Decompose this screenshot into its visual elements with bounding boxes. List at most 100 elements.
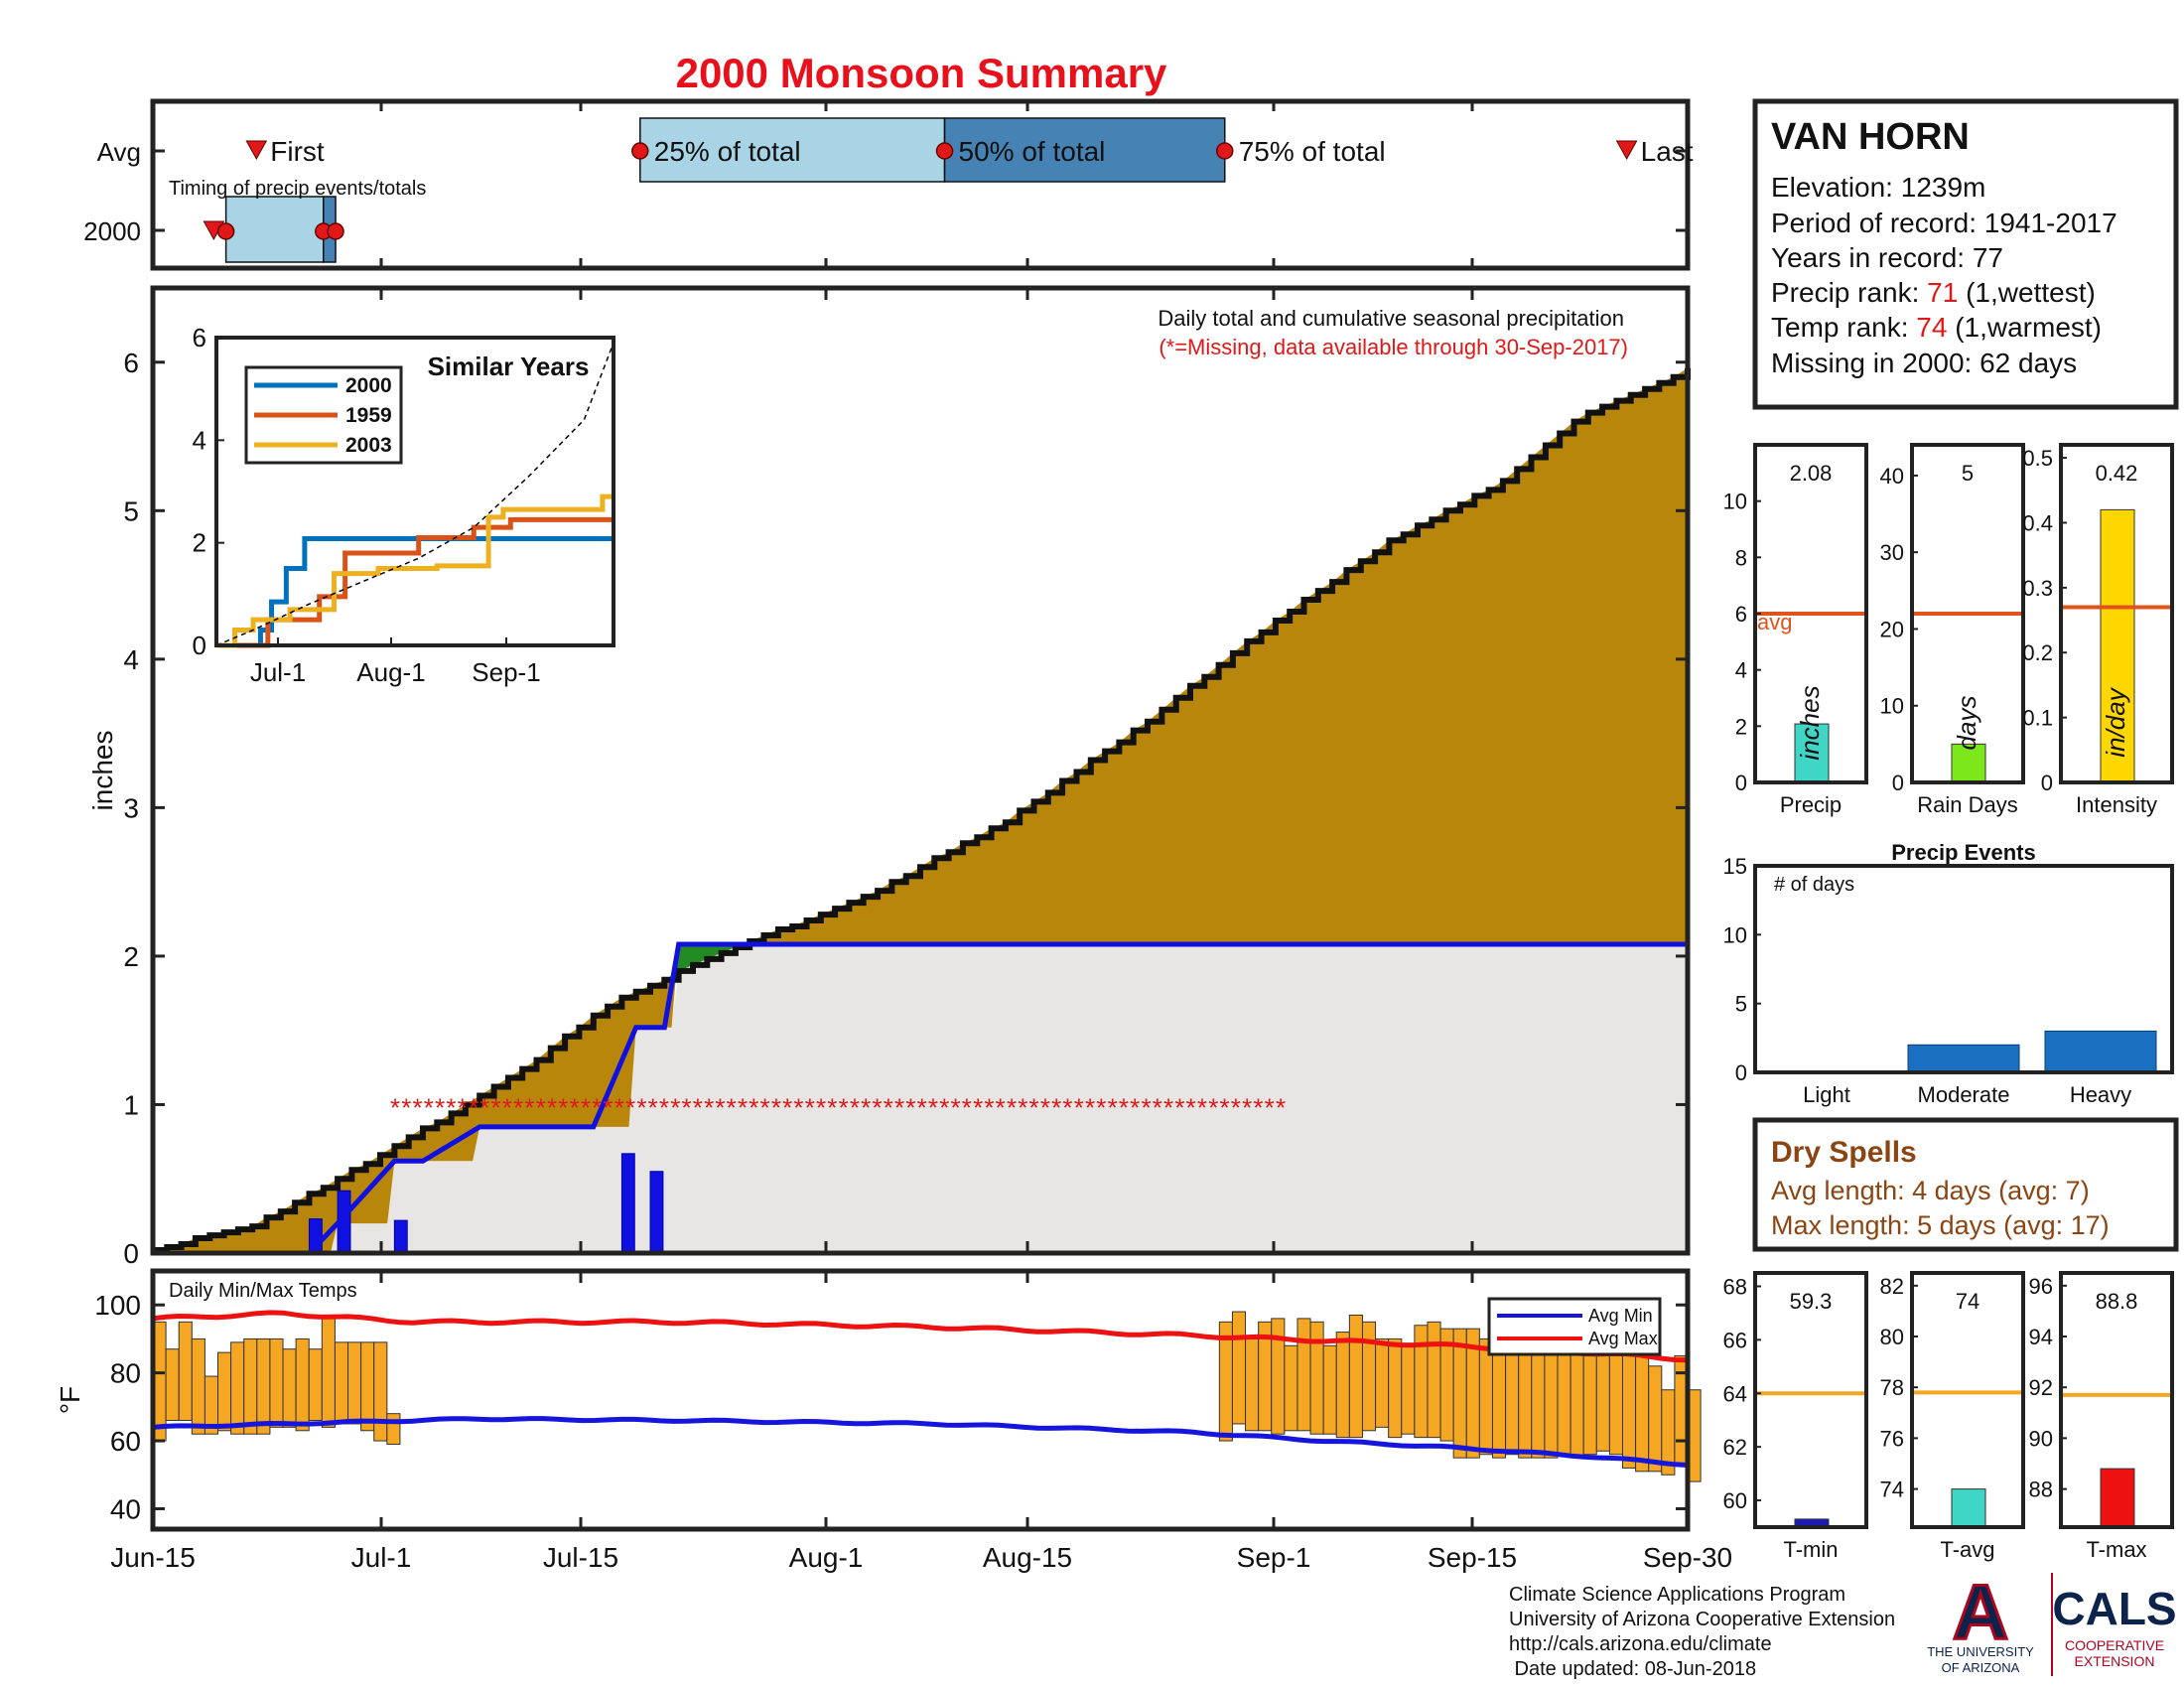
missing-marker: * (861, 1092, 871, 1122)
tavg-frame (1910, 1271, 2025, 1529)
missing-marker: * (479, 1092, 489, 1122)
intensity-value-label: 0.42 (2096, 461, 2138, 486)
y-tick-label: 3 (123, 792, 139, 823)
missing-marker: * (917, 1092, 927, 1122)
timing-avg-q25-q50 (639, 117, 946, 183)
missing-marker: * (1265, 1092, 1275, 1122)
daily-temp-bar (1570, 1344, 1584, 1459)
tmin-frame (1753, 1271, 1868, 1529)
x-tick-label: Aug-1 (789, 1542, 864, 1573)
precip-y-tick-label: 4 (1735, 658, 1747, 683)
intensity-y-tick-label: 0.2 (2022, 640, 2053, 665)
missing-marker: * (558, 1092, 568, 1122)
station-elevation: Elevation: 1239m (1771, 172, 1985, 203)
temps-legend: Avg Min Avg Max (1487, 1297, 1662, 1356)
daily-temp-bar (256, 1337, 271, 1435)
raindays-panel: 0 10 20 30 40 5 days Rain Days (1880, 443, 2025, 817)
raindays-y-tick-label: 30 (1880, 540, 1904, 565)
missing-marker: * (816, 1092, 826, 1122)
missing-marker: * (636, 1092, 646, 1122)
daily-temp-bar (373, 1341, 388, 1442)
legend-avg-min: Avg Min (1588, 1306, 1653, 1326)
daily-temp-bar (165, 1348, 180, 1422)
missing-marker: * (625, 1092, 635, 1122)
raindays-y-tick-label: 10 (1880, 694, 1904, 719)
timing-label-first: First (270, 136, 325, 167)
tavg-y-tick-label: 74 (1880, 1477, 1904, 1502)
credits-line4: Date updated: 08-Jun-2018 (1509, 1658, 1756, 1680)
timing-subtitle: Timing of precip events/totals (169, 178, 426, 200)
inset-series-line (215, 342, 614, 646)
missing-marker: * (1186, 1092, 1196, 1122)
missing-marker: * (1096, 1092, 1106, 1122)
daily-temp-bar (1309, 1321, 1324, 1435)
avg-cumulative-line (152, 367, 1691, 1254)
tmin-y-tick-label: 68 (1723, 1274, 1747, 1299)
tmax-xlabel: T-max (2086, 1537, 2146, 1562)
tmax-y-tick-label: 96 (2029, 1274, 2053, 1299)
tmax-y-tick-label: 90 (2029, 1426, 2053, 1451)
daily-temp-bar (1427, 1321, 1441, 1439)
daily-temp-bar (1478, 1337, 1493, 1456)
events-y-tick-label: 15 (1723, 854, 1747, 879)
dry-spells-box: Dry Spells Avg length: 4 days (avg: 7) M… (1752, 1117, 2179, 1252)
precip-unit-label: inches (1795, 685, 1825, 760)
raindays-y-tick-label: 40 (1880, 464, 1904, 489)
inset-series-line (216, 493, 614, 648)
temps-ylabel: °F (55, 1386, 85, 1414)
daily-temp-bar (347, 1341, 362, 1425)
cals-text: CALS (2052, 1583, 2176, 1634)
y-tick-label: 4 (123, 644, 139, 675)
tavg-y-tick-label: 76 (1880, 1426, 1904, 1451)
temp-summary-panels: 60 62 64 66 68 59.3 T-min 74 76 78 80 82 74 T-avg 88 90… (1723, 1271, 2174, 1562)
events-y-tick-label: 5 (1735, 992, 1747, 1017)
events-ylabel: # of days (1774, 874, 1854, 896)
ua-text-2: OF ARIZONA (1942, 1660, 2020, 1675)
x-tick-label: Jun-15 (110, 1542, 196, 1573)
daily-temp-bar (1518, 1337, 1533, 1459)
cals-sub-2: EXTENSION (2075, 1653, 2155, 1669)
missing-marker: * (996, 1092, 1006, 1122)
season-totals-panels: 0 2 4 6 8 10 2.08 inches Precip avg 0 10 20 30 40 5 days… (1723, 443, 2174, 817)
intensity-y-tick-label: 0 (2041, 771, 2053, 795)
x-tick-label: Sep-1 (1237, 1542, 1311, 1573)
tmax-panel: 88 90 92 94 96 88.8 T-max (2029, 1271, 2174, 1562)
missing-marker: * (491, 1092, 501, 1122)
daily-temp-bar (191, 1337, 205, 1435)
missing-marker: * (1242, 1092, 1252, 1122)
daily-temp-bar (269, 1337, 284, 1428)
tmin-y-tick-label: 62 (1723, 1435, 1747, 1460)
daily-temp-bar (243, 1337, 258, 1435)
daily-precip-bar (393, 1219, 408, 1254)
daily-temp-bar (1544, 1341, 1559, 1459)
tmax-y-tick-label: 88 (2029, 1477, 2053, 1502)
inset-legend-label: 1959 (345, 404, 392, 427)
timing-row-avg: Avg (97, 137, 141, 167)
daily-temp-bar (334, 1341, 349, 1425)
tmax-y-tick-label: 94 (2029, 1325, 2053, 1349)
missing-marker: * (884, 1092, 893, 1122)
daily-temp-bar (217, 1351, 232, 1432)
station-years: Years in record: 77 (1771, 242, 2003, 273)
missing-marker: * (693, 1092, 703, 1122)
temps-y-tick-label: 100 (94, 1290, 141, 1321)
daily-temp-bar (1375, 1337, 1390, 1428)
station-temp-rank: Temp rank: 74 (1,warmest) (1771, 312, 2102, 343)
timing-label-q25: 25% of total (654, 136, 801, 167)
missing-marker: * (1174, 1092, 1184, 1122)
daily-temp-bar (386, 1413, 401, 1445)
missing-marker: * (1231, 1092, 1241, 1122)
tavg-xlabel: T-avg (1940, 1537, 1994, 1562)
missing-marker: * (1029, 1092, 1039, 1122)
missing-marker: * (435, 1092, 445, 1122)
events-y-tick-label: 0 (1735, 1060, 1747, 1085)
main-ylabel: inches (87, 731, 118, 811)
timing-panel: Avg 2000 Timing of precip events/totals … (83, 98, 1694, 271)
university-of-arizona-logo: A THE UNIVERSITY OF ARIZONA (1927, 1567, 2053, 1676)
events-category-label: Heavy (2070, 1082, 2131, 1107)
missing-marker: * (1208, 1092, 1218, 1122)
intensity-panel: 0 0.1 0.2 0.3 0.4 0.5 0.42 in/day Intensity (2022, 443, 2174, 817)
main-note: Daily total and cumulative seasonal prec… (1158, 306, 1624, 331)
missing-marker: * (524, 1092, 534, 1122)
missing-marker: * (390, 1092, 400, 1122)
